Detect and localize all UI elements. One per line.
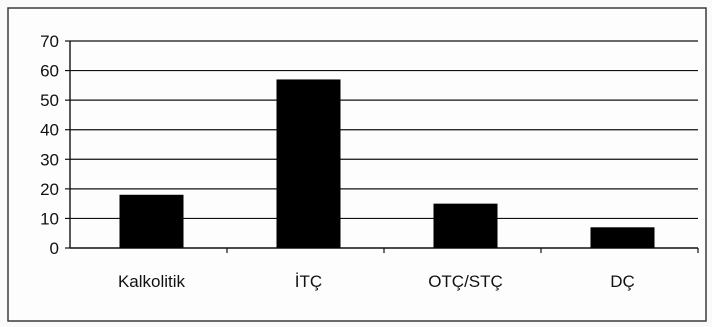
y-tick-label: 0 — [50, 239, 59, 258]
x-category-label: DÇ — [610, 272, 635, 291]
figure-frame — [7, 7, 707, 322]
x-category-label: İTÇ — [295, 272, 322, 291]
bar — [590, 227, 655, 248]
y-tick-label: 70 — [40, 32, 59, 51]
bar — [276, 79, 341, 248]
y-tick-label: 60 — [40, 62, 59, 81]
y-tick-label: 10 — [40, 209, 59, 228]
y-tick-label: 20 — [40, 180, 59, 199]
x-category-label: Kalkolitik — [118, 272, 186, 291]
y-tick-label: 50 — [40, 91, 59, 110]
bar — [119, 194, 184, 248]
bar — [433, 203, 498, 248]
y-tick-label: 40 — [40, 121, 59, 140]
plot-area: 0 10 20 30 40 50 60 70 Kalkolitik İTÇ OTÇ/STÇ DÇ — [40, 32, 699, 291]
y-tick-label: 30 — [40, 150, 59, 169]
x-category-label: OTÇ/STÇ — [428, 272, 503, 291]
